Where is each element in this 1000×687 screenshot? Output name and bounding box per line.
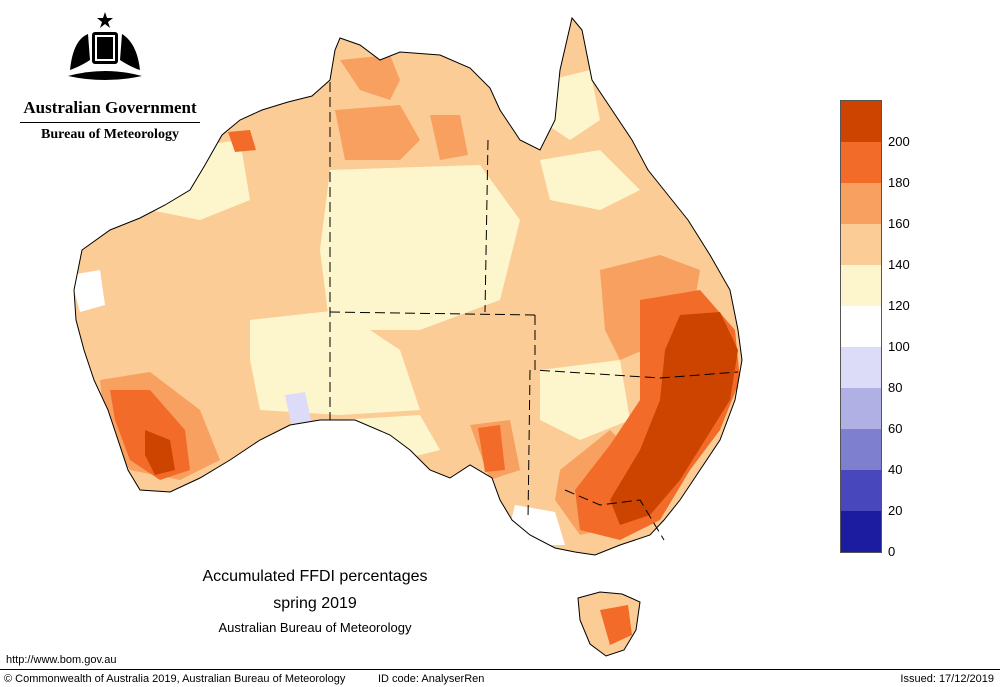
footer-bar: © Commonwealth of Australia 2019, Austra… <box>0 669 1000 687</box>
ffdi-map <box>73 16 743 657</box>
sa-east-border <box>527 369 531 521</box>
legend-tick-label: 40 <box>888 462 903 477</box>
map-source: Australian Bureau of Meteorology <box>218 620 412 635</box>
coat-of-arms-icon <box>68 12 142 80</box>
legend-tick-label: 200 <box>888 134 910 149</box>
legend-tick-label: 180 <box>888 175 910 190</box>
legend-swatch <box>841 224 881 265</box>
map-period: spring 2019 <box>273 595 357 612</box>
org-title: Australian Government <box>23 98 197 117</box>
legend-swatch <box>841 265 881 306</box>
bom-logo: Australian Government Bureau of Meteorol… <box>10 10 200 142</box>
issued-date: Issued: 17/12/2019 <box>900 673 994 685</box>
legend-swatch <box>841 429 881 470</box>
qld-border <box>534 315 739 379</box>
copyright-text: © Commonwealth of Australia 2019, Austra… <box>4 673 346 685</box>
legend-swatch <box>841 388 881 429</box>
legend-swatch <box>841 101 881 142</box>
legend-tick-label: 60 <box>888 421 903 436</box>
legend-tick-label: 160 <box>888 216 910 231</box>
legend-swatch <box>841 511 881 552</box>
legend-tick-label: 20 <box>888 503 903 518</box>
org-subtitle: Bureau of Meteorology <box>41 127 179 142</box>
legend-tick-label: 120 <box>888 298 910 313</box>
org-divider <box>20 122 200 123</box>
legend-colorbar <box>840 100 882 553</box>
legend-tick-label: 80 <box>888 380 903 395</box>
legend-tick-label: 140 <box>888 257 910 272</box>
color-legend: 200 180 160 140 120 100 80 60 40 20 0 <box>840 100 940 570</box>
legend-swatch <box>841 470 881 511</box>
nt-qld-border <box>484 139 489 313</box>
legend-swatch <box>841 347 881 388</box>
legend-tick-label: 100 <box>888 339 910 354</box>
website-link[interactable]: http://www.bom.gov.au <box>6 654 117 666</box>
legend-swatch <box>841 306 881 347</box>
legend-tick-label: 0 <box>888 544 896 559</box>
nt-sa-border <box>329 311 536 316</box>
id-code: ID code: AnalyserRen <box>378 673 485 685</box>
legend-swatch <box>841 183 881 224</box>
legend-swatch <box>841 142 881 183</box>
map-title: Accumulated FFDI percentages <box>202 568 428 585</box>
nsw-vic-border <box>564 489 665 541</box>
